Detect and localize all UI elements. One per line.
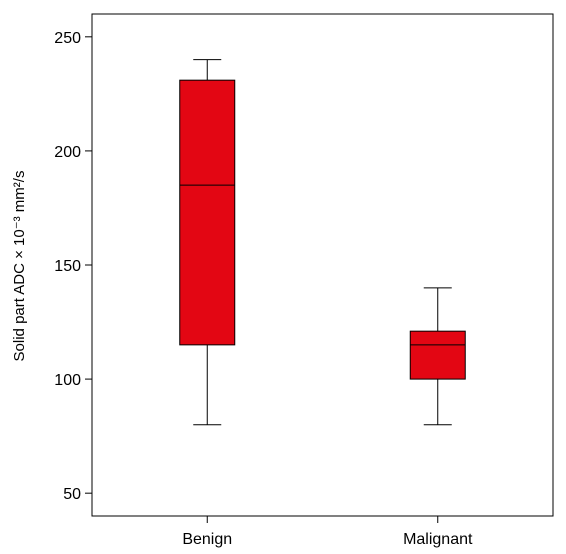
y-tick-label: 250 xyxy=(54,30,81,47)
x-category-label: Malignant xyxy=(403,531,473,548)
box-benign xyxy=(179,59,236,426)
y-tick-label: 100 xyxy=(54,372,81,389)
box-malignant xyxy=(409,287,466,426)
y-axis: 50 100 150 200 250 xyxy=(54,30,92,503)
plot-border xyxy=(91,13,554,517)
plot-frame xyxy=(91,13,554,517)
y-axis-label: Solid part ADC × 10⁻³ mm²/s xyxy=(11,171,28,362)
y-tick-label: 200 xyxy=(54,144,81,161)
boxes-layer xyxy=(179,59,466,426)
y-tick-label: 50 xyxy=(63,486,81,503)
y-tick-label: 150 xyxy=(54,258,81,275)
iqr-box xyxy=(409,330,466,380)
x-axis: Benign Malignant xyxy=(182,516,473,548)
x-category-label: Benign xyxy=(182,531,232,548)
iqr-box xyxy=(179,79,236,346)
